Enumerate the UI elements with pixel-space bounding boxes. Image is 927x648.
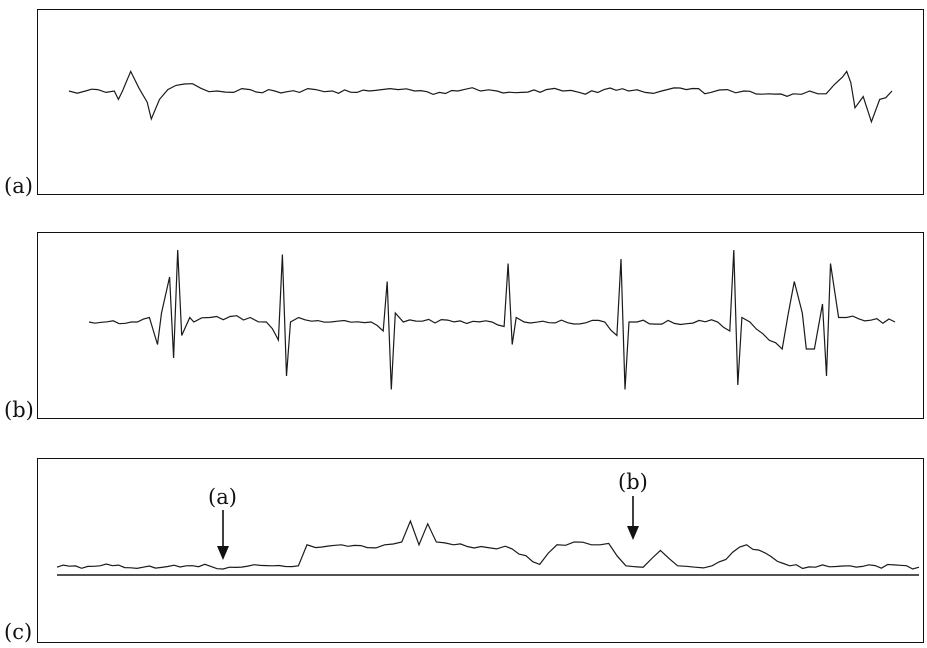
waveform-series-0 — [68, 69, 893, 124]
panel-c-waveform — [56, 519, 920, 576]
panel-b-frame — [37, 232, 924, 419]
annotation-b-label: (b) — [618, 470, 648, 494]
annotation-b-arrow — [627, 496, 639, 540]
panel-a-frame — [37, 9, 924, 195]
panel-b-label: (b) — [4, 398, 34, 422]
waveform-series-0 — [88, 249, 896, 390]
waveform-series-0 — [56, 519, 920, 570]
annotation-a-arrow — [217, 510, 229, 560]
panel-a-label: (a) — [4, 174, 33, 198]
annotation-a-label: (a) — [208, 485, 237, 509]
panel-c-frame — [37, 458, 924, 643]
panel-b-waveform — [88, 249, 896, 390]
panel-a-waveform — [68, 69, 893, 124]
panel-c-label: (c) — [4, 620, 33, 644]
